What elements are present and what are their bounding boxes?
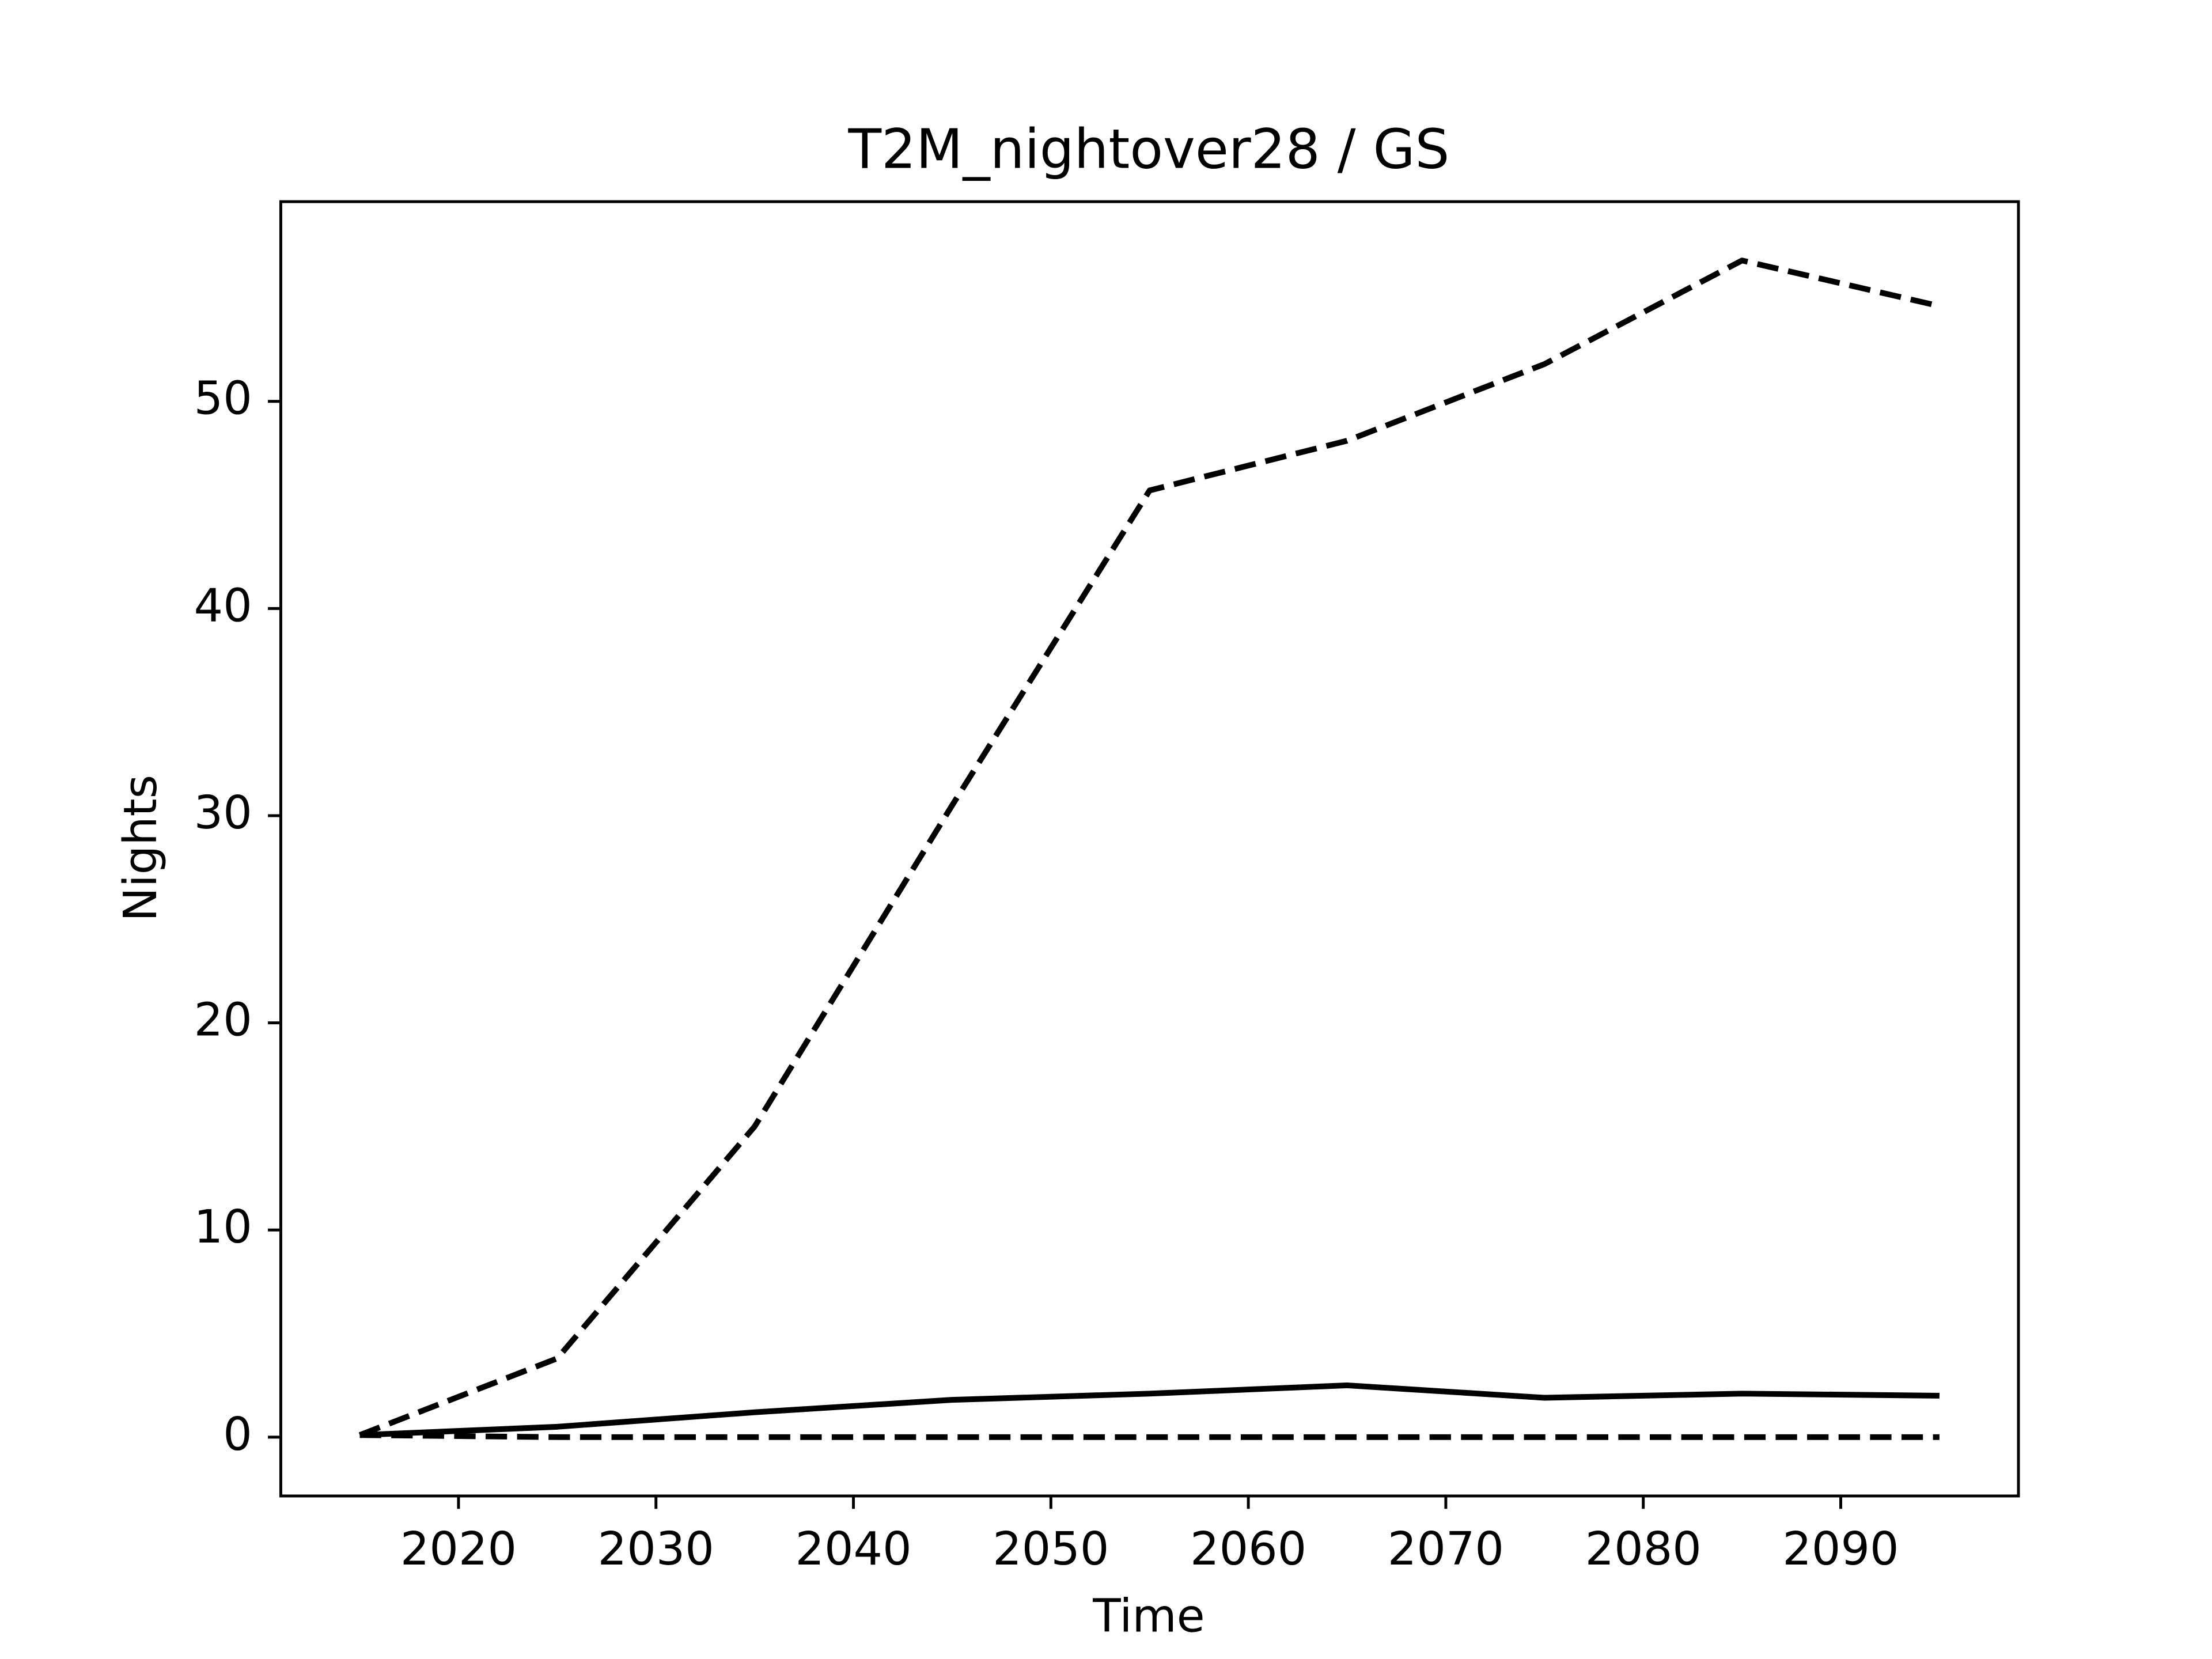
y-tick-label: 10 bbox=[194, 1200, 252, 1253]
series-line bbox=[359, 1432, 1940, 1440]
y-tick-label: 20 bbox=[194, 993, 252, 1047]
series-line bbox=[359, 1382, 1940, 1438]
x-tick-label: 2080 bbox=[1585, 1522, 1702, 1575]
y-tick-label: 50 bbox=[194, 372, 252, 425]
x-axis-label: Time bbox=[1092, 1589, 1205, 1642]
y-tick-label: 30 bbox=[194, 786, 252, 839]
y-tick-label: 40 bbox=[194, 578, 252, 632]
series-line bbox=[358, 257, 1940, 1438]
x-tick-label: 2020 bbox=[400, 1522, 517, 1575]
chart-title: T2M_nightover28 / GS bbox=[848, 118, 1450, 181]
x-tick-label: 2030 bbox=[598, 1522, 714, 1575]
y-tick-label: 0 bbox=[223, 1407, 252, 1461]
plot-frame bbox=[279, 200, 2020, 1498]
x-tick-label: 2060 bbox=[1190, 1522, 1306, 1575]
x-tick-label: 2040 bbox=[795, 1522, 911, 1575]
y-axis-label: Nights bbox=[113, 775, 167, 922]
x-tick-label: 2090 bbox=[1782, 1522, 1899, 1575]
x-tick-label: 2070 bbox=[1388, 1522, 1504, 1575]
x-tick-label: 2050 bbox=[993, 1522, 1109, 1575]
